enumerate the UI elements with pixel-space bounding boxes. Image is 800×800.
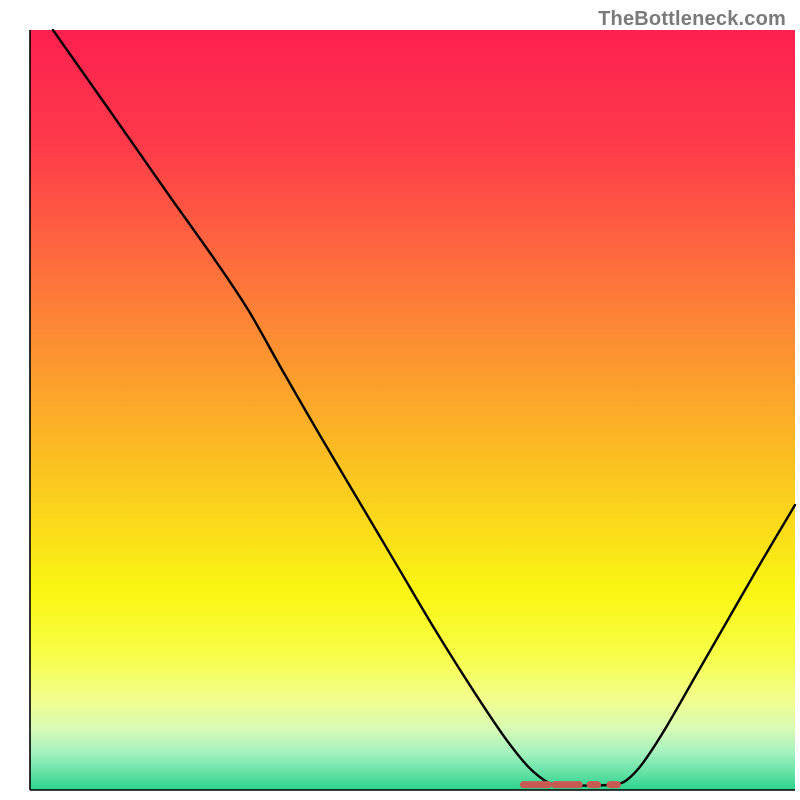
gradient-background	[30, 30, 795, 790]
chart-container: TheBottleneck.com	[0, 0, 800, 800]
chart-svg	[0, 0, 800, 800]
watermark-text: TheBottleneck.com	[598, 8, 786, 31]
